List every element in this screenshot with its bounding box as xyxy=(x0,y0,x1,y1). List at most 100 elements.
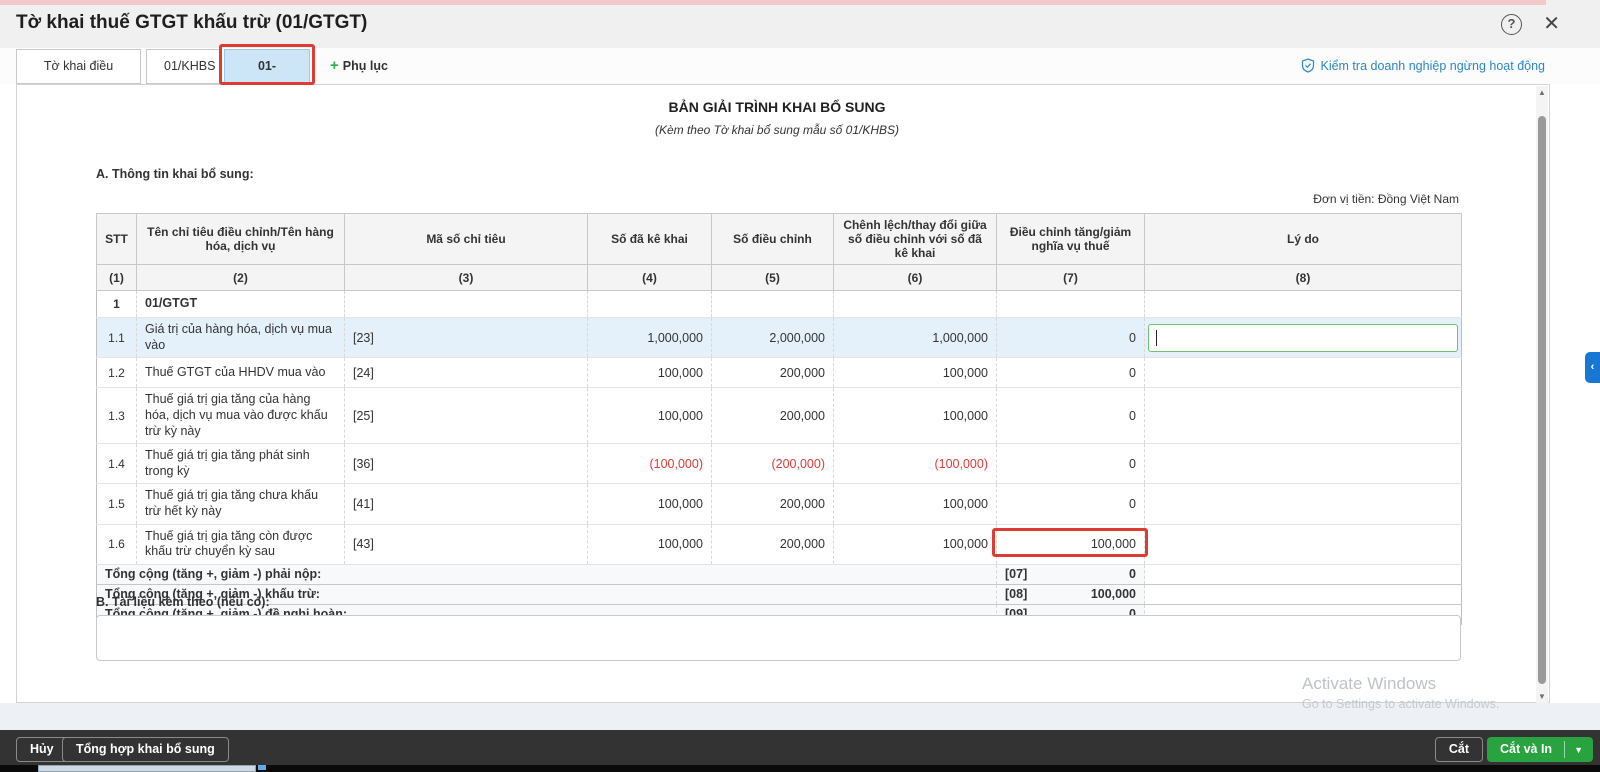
footer-bar: Hủy Tổng hợp khai bổ sung Cắt Cắt và In … xyxy=(0,730,1600,765)
col-index: (3) xyxy=(344,264,588,291)
cell-name: Thuế giá trị gia tăng chưa khấu trừ hết … xyxy=(136,483,345,525)
total-code: [08] xyxy=(1005,587,1028,602)
col-index: (5) xyxy=(711,264,834,291)
check-business-link-label: Kiểm tra doanh nghiệp ngừng hoạt động xyxy=(1320,58,1545,73)
cell-stt: 1.6 xyxy=(96,524,137,565)
window-header: Tờ khai thuế GTGT khấu trừ (01/GTGT) ? ✕ xyxy=(0,0,1600,48)
cell-adjusted[interactable]: 200,000 xyxy=(711,357,834,389)
section-b-label: B. Tài liệu kèm theo (nếu có): xyxy=(96,595,270,609)
cell-tax-change: 100,000 xyxy=(996,524,1145,565)
tab-phu-luc[interactable]: + Phụ lục xyxy=(330,49,388,84)
col-header-tax-change: Điều chỉnh tăng/giảm nghĩa vụ thuế xyxy=(996,213,1145,265)
cell-tax-change: 0 xyxy=(996,443,1145,485)
currency-note: Đơn vị tiền: Đồng Việt Nam xyxy=(1313,192,1459,206)
cell-reason[interactable] xyxy=(1144,524,1462,565)
cell-declared: 100,000 xyxy=(587,524,712,565)
cell-declared: 100,000 xyxy=(587,357,712,389)
cell-name: Thuế giá trị gia tăng phát sinh trong kỳ xyxy=(136,443,345,485)
cell-reason[interactable] xyxy=(1144,443,1462,485)
cell-declared: (100,000) xyxy=(587,443,712,485)
table-header-row: STT Tên chỉ tiêu điều chỉnh/Tên hàng hóa… xyxy=(96,213,1462,265)
cell-tax-change: 0 xyxy=(996,387,1145,445)
form-panel: BẢN GIẢI TRÌNH KHAI BỔ SUNG (Kèm theo Tờ… xyxy=(16,84,1550,703)
cell-stt: 1.5 xyxy=(96,483,137,525)
summary-button[interactable]: Tổng hợp khai bổ sung xyxy=(62,737,229,762)
cell-stt: 1.1 xyxy=(96,317,137,359)
cell-name: 01/GTGT xyxy=(136,290,345,318)
table-group-row: 1 01/GTGT xyxy=(96,290,1462,318)
cell-stt: 1.3 xyxy=(96,387,137,445)
text-caret xyxy=(1156,329,1157,346)
col-header-stt: STT xyxy=(96,213,137,265)
vertical-scrollbar[interactable]: ▲ ▼ xyxy=(1536,86,1548,703)
cut-and-print-button[interactable]: Cắt và In ▼ xyxy=(1486,737,1593,762)
cell-code: [23] xyxy=(344,317,588,359)
cell-stt: 1 xyxy=(96,290,137,318)
col-header-code: Mã số chỉ tiêu xyxy=(344,213,588,265)
cell-adjusted[interactable]: 200,000 xyxy=(711,483,834,525)
taskbar-window-preview[interactable] xyxy=(38,765,256,772)
total-row: Tổng cộng (tăng +, giảm -) phải nộp: [07… xyxy=(96,563,1462,585)
dropdown-caret-icon[interactable]: ▼ xyxy=(1574,744,1583,755)
form-title: BẢN GIẢI TRÌNH KHAI BỔ SUNG xyxy=(668,99,886,115)
cell-code: [24] xyxy=(344,357,588,389)
cut-button[interactable]: Cắt xyxy=(1434,737,1483,762)
col-index: (2) xyxy=(136,264,345,291)
cell-reason[interactable] xyxy=(1144,357,1462,389)
cell-adjusted[interactable]: 200,000 xyxy=(711,387,834,445)
scroll-down-icon[interactable]: ▼ xyxy=(1538,692,1546,701)
reason-input[interactable] xyxy=(1148,323,1458,352)
cell-declared: 100,000 xyxy=(587,483,712,525)
activate-windows-watermark: Activate Windows xyxy=(1302,674,1437,693)
total-label: Tổng cộng (tăng +, giảm -) khấu trừ: xyxy=(96,584,997,605)
cell-adjusted[interactable]: 200,000 xyxy=(711,524,834,565)
check-business-link[interactable]: Kiểm tra doanh nghiệp ngừng hoạt động xyxy=(1301,58,1545,73)
total-code: [07] xyxy=(1005,567,1028,582)
cell-reason[interactable] xyxy=(1144,317,1462,359)
total-value: 0 xyxy=(1129,567,1136,582)
attachments-textarea[interactable] xyxy=(96,615,1461,661)
tab-01-1-khbs[interactable]: 01-1/KHBS xyxy=(224,49,310,106)
scroll-up-icon[interactable]: ▲ xyxy=(1538,88,1546,97)
total-value-cell: [07] 0 xyxy=(996,563,1145,585)
cell-reason[interactable] xyxy=(1144,483,1462,525)
cell-adjusted[interactable]: 2,000,000 xyxy=(711,317,834,359)
side-panel-toggle[interactable]: ‹ xyxy=(1585,352,1600,383)
cell-declared: 100,000 xyxy=(587,387,712,445)
tab-to-khai-dieu-chinh[interactable]: Tờ khai điều chỉnh xyxy=(16,49,141,106)
table-row: 1.3 Thuế giá trị gia tăng của hàng hóa, … xyxy=(96,387,1462,445)
taskbar xyxy=(0,765,1600,772)
col-header-reason: Lý do xyxy=(1144,213,1462,265)
col-index: (1) xyxy=(96,264,137,291)
cell-difference: 100,000 xyxy=(833,387,997,445)
help-icon[interactable]: ? xyxy=(1501,14,1522,35)
total-row: Tổng cộng (tăng +, giảm -) khấu trừ: [08… xyxy=(96,584,1462,605)
cell-tax-change: 0 xyxy=(996,357,1145,389)
cell-difference: 1,000,000 xyxy=(833,317,997,359)
col-header-name: Tên chỉ tiêu điều chỉnh/Tên hàng hóa, dị… xyxy=(136,213,345,265)
col-index: (4) xyxy=(587,264,712,291)
cell-adjusted[interactable]: (200,000) xyxy=(711,443,834,485)
table-row: 1.4 Thuế giá trị gia tăng phát sinh tron… xyxy=(96,443,1462,485)
cell-tax-change: 0 xyxy=(996,317,1145,359)
taskbar-app-icon[interactable] xyxy=(258,765,266,770)
supplement-table: STT Tên chỉ tiêu điều chỉnh/Tên hàng hóa… xyxy=(96,213,1462,625)
close-icon[interactable]: ✕ xyxy=(1543,13,1560,35)
cell-difference: 100,000 xyxy=(833,357,997,389)
form-subtitle: (Kèm theo Tờ khai bổ sung mẫu số 01/KHBS… xyxy=(654,123,900,137)
cell-reason[interactable] xyxy=(1144,387,1462,445)
cancel-button[interactable]: Hủy xyxy=(16,737,68,762)
cut-and-print-label: Cắt và In xyxy=(1499,742,1553,756)
cell-name: Thuế giá trị gia tăng còn được khấu trừ … xyxy=(136,524,345,565)
cell-stt: 1.4 xyxy=(96,443,137,485)
plus-icon: + xyxy=(330,57,339,74)
table-row: 1.2 Thuế GTGT của HHDV mua vào [24] 100,… xyxy=(96,357,1462,389)
scrollbar-thumb[interactable] xyxy=(1538,116,1546,684)
cell-code: [41] xyxy=(344,483,588,525)
total-value: 100,000 xyxy=(1090,587,1136,602)
col-index: (6) xyxy=(833,264,997,291)
cell-tax-change: 0 xyxy=(996,483,1145,525)
table-index-row: (1) (2) (3) (4) (5) (6) (7) (8) xyxy=(96,264,1462,291)
tab-01-khbs[interactable]: 01/KHBS xyxy=(146,49,221,84)
cell-code: [36] xyxy=(344,443,588,485)
